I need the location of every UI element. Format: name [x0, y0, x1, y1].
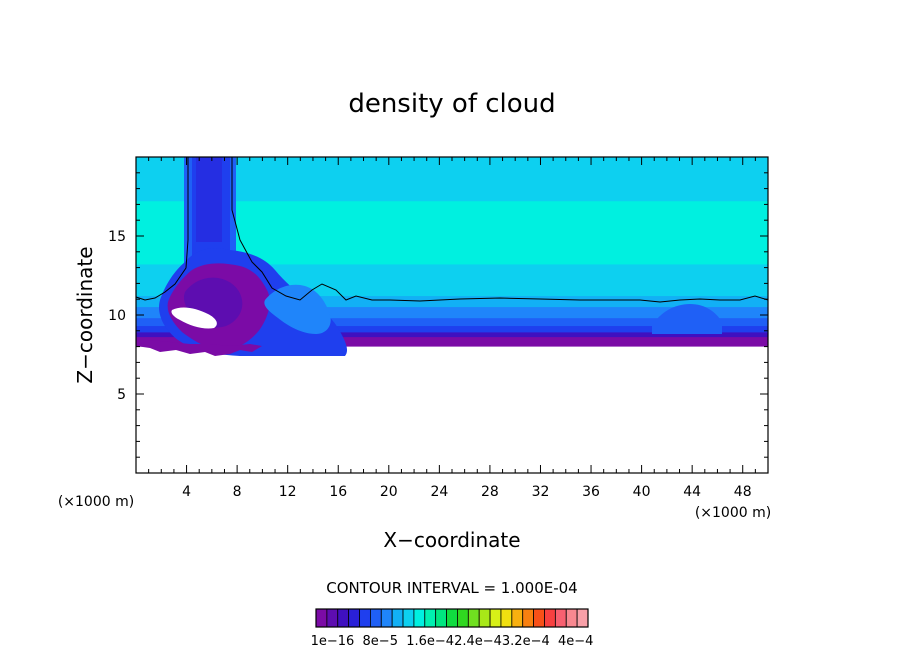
- cloud-base-bumps: [136, 340, 262, 356]
- colorbar-swatch: [489, 608, 502, 628]
- y-tick-label: 10: [108, 308, 126, 324]
- cloud-features: [136, 157, 722, 356]
- x-tick-label: 40: [633, 484, 651, 500]
- colorbar-swatch: [326, 608, 339, 628]
- y-tick-label: 5: [117, 387, 126, 403]
- colorbar-swatch: [424, 608, 437, 628]
- cloud-layer: [136, 324, 768, 333]
- colorbar-swatch: [348, 608, 360, 628]
- x-tick-label: 44: [683, 484, 701, 500]
- contour-interval-label: CONTOUR INTERVAL = 1.000E-04: [326, 579, 577, 597]
- colorbar-swatch: [391, 608, 404, 628]
- x-tick-label: 16: [329, 484, 347, 500]
- colorbar-frame: [315, 608, 589, 628]
- colorbar-swatch: [359, 608, 371, 628]
- colorbar-swatch: [446, 608, 458, 628]
- colorbar-swatch: [369, 608, 382, 628]
- x-tick-label: 8: [233, 484, 242, 500]
- colorbar-swatch: [533, 608, 545, 628]
- colorbar-swatch: [511, 608, 524, 628]
- x-tick-label: 32: [532, 484, 550, 500]
- colorbar-swatch: [467, 608, 480, 628]
- eastern-dome: [652, 304, 722, 334]
- colorbar-swatch: [380, 608, 393, 628]
- y-axis-label: Z−coordinate: [73, 246, 97, 383]
- colorbar-swatch: [500, 608, 513, 628]
- cloud-layer: [136, 157, 768, 202]
- colorbar-swatch: [457, 608, 469, 628]
- x-axis-label: X−coordinate: [383, 528, 520, 552]
- cloud-hole: [171, 307, 217, 329]
- cloud-layer: [136, 335, 768, 347]
- colorbar-swatch: [576, 608, 589, 628]
- contour-line: [136, 157, 768, 303]
- turbulent-blob-right: [264, 284, 331, 334]
- plot-area: [136, 157, 768, 473]
- cloud-layer: [136, 316, 768, 327]
- x-tick-label: 20: [380, 484, 398, 500]
- x-tick-label: 24: [430, 484, 448, 500]
- x-axis: 4 8 12 16 20 24 28 32 36 40 44 48: [148, 157, 756, 500]
- colorbar: [315, 608, 589, 628]
- convective-column-inner: [196, 157, 222, 242]
- chart-title: density of cloud: [348, 89, 555, 119]
- cloud-layer: [136, 330, 768, 338]
- colorbar-swatch: [544, 608, 556, 628]
- colorbar-swatch: [413, 608, 426, 628]
- colorbar-swatch: [315, 608, 328, 628]
- colorbar-swatch: [402, 608, 415, 628]
- x-unit-label-left: (×1000 m): [58, 494, 134, 510]
- colorbar-swatch: [337, 608, 350, 628]
- x-tick-label: 48: [734, 484, 752, 500]
- cloud-layers: [136, 157, 768, 347]
- colorbar-swatch: [435, 608, 447, 628]
- colorbar-swatch: [554, 608, 567, 628]
- colorbar-swatch: [565, 608, 578, 628]
- x-tick-label: 12: [279, 484, 297, 500]
- x-unit-label-right: (×1000 m): [695, 505, 771, 521]
- y-axis: 5 10 15: [108, 172, 768, 458]
- x-tick-label: 28: [481, 484, 499, 500]
- colorbar-swatch: [522, 608, 534, 628]
- colorbar-tick-labels: 1e−16 8e−5 1.6e−42.4e−43.2e−4 4e−4: [311, 634, 594, 649]
- x-tick-label: 36: [582, 484, 600, 500]
- y-tick-label: 15: [108, 229, 126, 245]
- colorbar-swatch: [478, 608, 491, 628]
- x-tick-label: 4: [182, 484, 191, 500]
